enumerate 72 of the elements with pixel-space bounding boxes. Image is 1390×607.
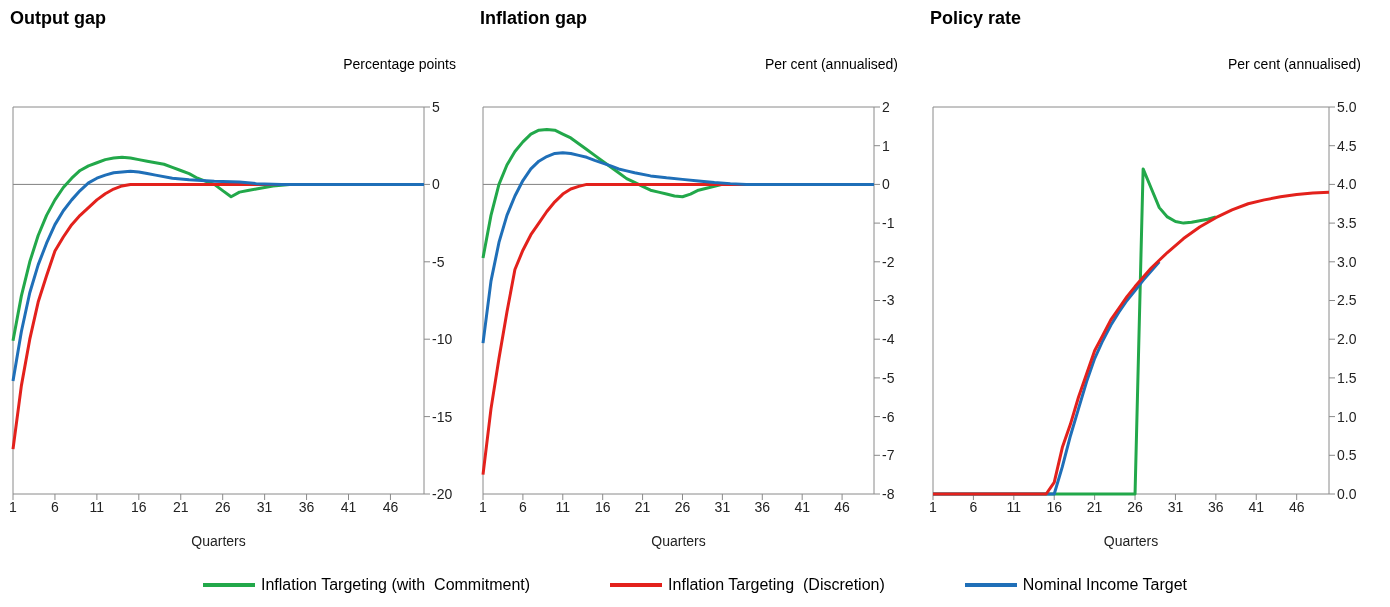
x-tick-label: 46 xyxy=(834,498,851,515)
chart-title: Inflation gap xyxy=(479,8,588,30)
y-axis-title: Per cent (annualised) xyxy=(1226,56,1362,74)
x-tick-label: 46 xyxy=(382,498,399,515)
y-tick-label: -2 xyxy=(882,253,895,270)
x-tick-label: 11 xyxy=(1006,498,1022,515)
x-tick-label: 31 xyxy=(256,498,273,515)
x-tick-label: 46 xyxy=(1288,498,1305,515)
y-tick-label: -3 xyxy=(882,292,895,309)
x-tick-label: 36 xyxy=(1208,498,1224,515)
y-tick-label: -20 xyxy=(432,485,453,502)
y-tick-label: -4 xyxy=(882,331,895,348)
x-tick-label: 21 xyxy=(1086,498,1103,515)
chart-title: Policy rate xyxy=(929,8,1023,30)
y-tick-label: 5.0 xyxy=(1337,98,1357,115)
x-tick-label: 6 xyxy=(51,498,60,515)
line-series xyxy=(481,151,876,345)
y-tick-label: -8 xyxy=(882,485,895,502)
x-tick-label: 21 xyxy=(172,498,189,515)
x-tick-label: 26 xyxy=(214,498,231,515)
legend-label: Inflation Targeting (with Commitment) xyxy=(260,576,531,594)
y-tick-label: -10 xyxy=(432,331,453,348)
x-tick-label: 41 xyxy=(794,498,811,515)
x-axis-title: Quarters xyxy=(1103,533,1159,549)
y-tick-label: 0 xyxy=(432,176,440,193)
x-tick-label: 36 xyxy=(298,498,315,515)
y-tick-label: -5 xyxy=(882,369,895,386)
y-tick-label: 2.0 xyxy=(1337,331,1357,348)
chart-title: Output gap xyxy=(9,8,107,30)
x-tick-label: 16 xyxy=(594,498,611,515)
x-tick-label: 11 xyxy=(555,498,571,515)
x-tick-label: 16 xyxy=(1046,498,1063,515)
line-series xyxy=(11,169,426,383)
x-axis-title: Quarters xyxy=(191,533,246,549)
y-tick-label: 1.5 xyxy=(1337,369,1357,386)
y-tick-label: -1 xyxy=(882,215,895,232)
y-tick-label: 3.0 xyxy=(1337,253,1357,270)
y-tick-label: -15 xyxy=(432,408,453,425)
x-tick-label: 41 xyxy=(340,498,357,515)
y-tick-label: -7 xyxy=(882,447,895,464)
y-tick-label: 0.0 xyxy=(1337,485,1357,502)
y-tick-label: 3.5 xyxy=(1337,215,1357,232)
y-tick-label: 1.0 xyxy=(1337,408,1357,425)
x-axis-title: Quarters xyxy=(651,533,706,549)
x-tick-label: 1 xyxy=(9,498,18,515)
y-tick-label: -6 xyxy=(882,408,895,425)
x-tick-label: 6 xyxy=(969,498,978,515)
x-tick-label: 41 xyxy=(1248,498,1265,515)
x-tick-label: 6 xyxy=(519,498,527,515)
x-tick-label: 1 xyxy=(479,498,488,515)
x-tick-label: 21 xyxy=(634,498,651,515)
y-axis-title: Percentage points xyxy=(342,56,457,74)
y-tick-label: 2.5 xyxy=(1337,292,1357,309)
x-tick-label: 16 xyxy=(131,498,147,515)
y-axis-title: Per cent (annualised) xyxy=(763,56,899,74)
y-tick-label: 4.5 xyxy=(1337,137,1357,154)
y-tick-label: 0.5 xyxy=(1337,447,1357,464)
y-tick-label: 4.0 xyxy=(1337,176,1357,193)
x-tick-label: 11 xyxy=(89,498,105,515)
x-tick-label: 36 xyxy=(754,498,771,515)
x-tick-label: 26 xyxy=(674,498,691,515)
y-tick-label: 1 xyxy=(882,137,890,154)
y-tick-label: 0 xyxy=(882,176,890,193)
x-tick-label: 31 xyxy=(714,498,731,515)
x-tick-label: 31 xyxy=(1167,498,1184,515)
legend-label: Inflation Targeting (Discretion) xyxy=(668,576,885,594)
y-tick-label: -5 xyxy=(432,253,445,270)
legend-label: Nominal Income Target xyxy=(1022,576,1188,594)
x-tick-label: 1 xyxy=(929,498,938,515)
x-tick-label: 26 xyxy=(1127,498,1144,515)
y-tick-label: 2 xyxy=(882,98,890,115)
y-tick-label: 5 xyxy=(432,98,440,115)
